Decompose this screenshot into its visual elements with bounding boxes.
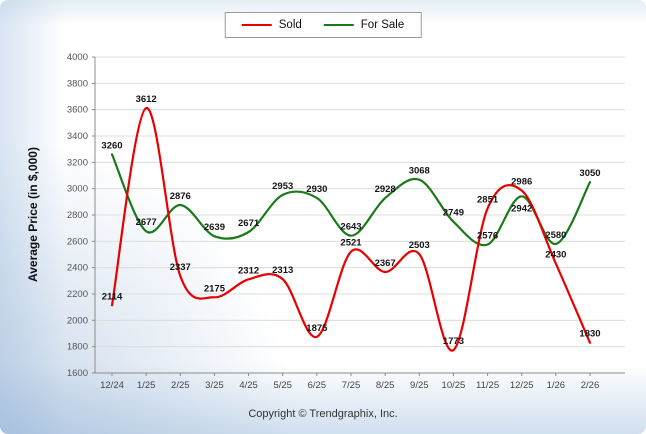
axes — [92, 56, 625, 376]
svg-text:2/25: 2/25 — [171, 380, 190, 391]
svg-text:2576: 2576 — [477, 230, 498, 241]
svg-text:4000: 4000 — [67, 52, 88, 63]
svg-text:2876: 2876 — [170, 191, 191, 202]
svg-text:2312: 2312 — [238, 265, 259, 276]
svg-text:2175: 2175 — [204, 283, 226, 294]
svg-text:2200: 2200 — [67, 289, 88, 300]
svg-text:1875: 1875 — [306, 323, 328, 334]
legend-label-sold: Sold — [278, 19, 302, 31]
copyright-text: Copyright © Trendgraphix, Inc. — [248, 408, 398, 420]
svg-text:2851: 2851 — [477, 194, 499, 205]
svg-text:2313: 2313 — [272, 265, 293, 276]
svg-text:12/24: 12/24 — [100, 380, 124, 391]
svg-text:2986: 2986 — [511, 177, 532, 188]
svg-text:2930: 2930 — [306, 184, 327, 195]
svg-text:2671: 2671 — [238, 218, 260, 229]
svg-text:2928: 2928 — [375, 184, 396, 195]
svg-text:1/25: 1/25 — [137, 380, 156, 391]
svg-text:6/25: 6/25 — [308, 380, 327, 391]
svg-text:12/25: 12/25 — [510, 380, 534, 391]
svg-text:3260: 3260 — [101, 140, 122, 151]
svg-text:3000: 3000 — [67, 184, 88, 195]
data-labels: 2114 3260 3612 2677 2337 2876 2175 2639 2312 2671… — [101, 94, 600, 347]
svg-text:7/25: 7/25 — [342, 380, 361, 391]
svg-text:2521: 2521 — [340, 238, 362, 249]
svg-text:2000: 2000 — [67, 315, 88, 326]
sold-line — [110, 106, 592, 352]
svg-text:1600: 1600 — [67, 368, 88, 379]
gridlines — [95, 56, 625, 348]
svg-text:2400: 2400 — [67, 263, 88, 274]
svg-text:2953: 2953 — [272, 181, 293, 192]
svg-text:4/25: 4/25 — [239, 380, 258, 391]
y-tick-labels: 1600 1800 2000 2200 2400 2600 2800 3000 3200 3400… — [67, 52, 88, 379]
svg-text:2/26: 2/26 — [581, 380, 600, 391]
svg-text:2639: 2639 — [204, 222, 225, 233]
for-sale-line — [110, 153, 592, 247]
svg-text:5/25: 5/25 — [273, 380, 292, 391]
svg-text:3600: 3600 — [67, 105, 88, 116]
svg-text:3200: 3200 — [67, 157, 88, 168]
svg-text:3400: 3400 — [67, 131, 88, 142]
svg-text:2114: 2114 — [102, 291, 123, 302]
svg-text:3068: 3068 — [409, 166, 430, 177]
svg-text:9/25: 9/25 — [410, 380, 429, 391]
svg-text:3800: 3800 — [67, 78, 88, 89]
chart-legend: Sold For Sale — [224, 12, 422, 38]
y-axis-title: Average Price (in $,000) — [26, 147, 40, 283]
svg-text:3/25: 3/25 — [205, 380, 224, 391]
svg-text:2367: 2367 — [375, 258, 396, 269]
svg-text:1773: 1773 — [443, 336, 464, 347]
svg-text:8/25: 8/25 — [376, 380, 395, 391]
svg-text:2580: 2580 — [545, 230, 566, 241]
svg-text:2643: 2643 — [340, 222, 361, 233]
svg-text:2942: 2942 — [511, 203, 532, 214]
svg-text:2430: 2430 — [545, 250, 566, 261]
legend-item-sold: Sold — [241, 19, 302, 31]
legend-item-for-sale: For Sale — [323, 19, 405, 31]
svg-text:2677: 2677 — [136, 217, 157, 228]
svg-text:1/26: 1/26 — [547, 380, 566, 391]
svg-text:10/25: 10/25 — [442, 380, 466, 391]
x-tick-labels: 12/24 1/25 2/25 3/25 4/25 5/25 6/25 7/25 8/25 9/2… — [100, 380, 599, 391]
for-sale-line-swatch — [323, 24, 354, 26]
svg-text:3612: 3612 — [136, 94, 157, 105]
sold-line-swatch — [241, 24, 272, 26]
legend-label-for-sale: For Sale — [360, 19, 405, 31]
svg-text:1800: 1800 — [67, 342, 88, 353]
svg-text:2600: 2600 — [67, 236, 88, 247]
svg-text:2749: 2749 — [443, 208, 464, 219]
svg-text:2503: 2503 — [409, 240, 430, 251]
svg-text:2800: 2800 — [67, 210, 88, 221]
svg-text:2337: 2337 — [170, 262, 191, 273]
svg-text:3050: 3050 — [579, 168, 600, 179]
svg-text:11/25: 11/25 — [476, 380, 499, 391]
svg-text:1830: 1830 — [579, 329, 600, 340]
